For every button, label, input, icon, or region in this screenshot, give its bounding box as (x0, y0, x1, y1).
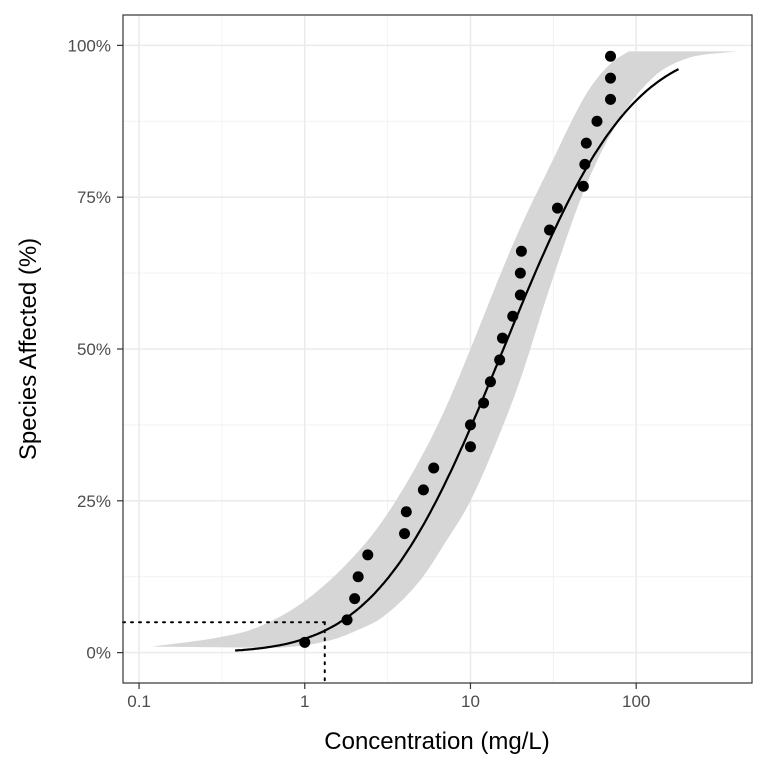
data-point (605, 72, 617, 84)
x-tick-label: 1 (300, 692, 309, 711)
data-point (428, 462, 440, 474)
data-point (605, 93, 617, 105)
x-tick-label: 100 (622, 692, 650, 711)
data-point (544, 224, 556, 236)
data-point (580, 137, 592, 149)
data-point (579, 158, 591, 170)
data-point (417, 484, 429, 496)
y-tick-label: 50% (77, 340, 111, 359)
data-point (507, 310, 519, 322)
confidence-band (152, 51, 736, 648)
data-point (349, 593, 361, 605)
data-point (399, 528, 411, 540)
data-point (514, 267, 526, 279)
data-point (484, 376, 496, 388)
x-tick-label: 10 (461, 692, 480, 711)
data-point (577, 180, 589, 192)
data-point (464, 441, 476, 453)
data-point (400, 506, 412, 518)
data-point (464, 419, 476, 431)
data-point (591, 115, 603, 127)
y-tick-label: 0% (86, 644, 111, 663)
data-point (551, 202, 563, 214)
y-axis-title: Species Affected (%) (15, 238, 42, 460)
y-tick-label: 100% (68, 36, 111, 55)
data-point (299, 636, 311, 648)
data-point (362, 549, 374, 561)
y-tick-label: 75% (77, 188, 111, 207)
plot-area: 0.1 1 10 100 0% 25% 50% 75% 100% (68, 14, 753, 711)
data-point (341, 614, 353, 626)
x-tick-label: 0.1 (127, 692, 151, 711)
data-point (478, 397, 490, 409)
data-point (515, 245, 527, 257)
y-tick-label: 25% (77, 492, 111, 511)
data-point (352, 571, 364, 583)
x-axis-title: Concentration (mg/L) (324, 728, 549, 755)
data-point (514, 289, 526, 301)
fitted-curve (235, 68, 680, 652)
data-point (494, 354, 506, 366)
data-point (496, 332, 508, 344)
data-point (605, 50, 617, 62)
